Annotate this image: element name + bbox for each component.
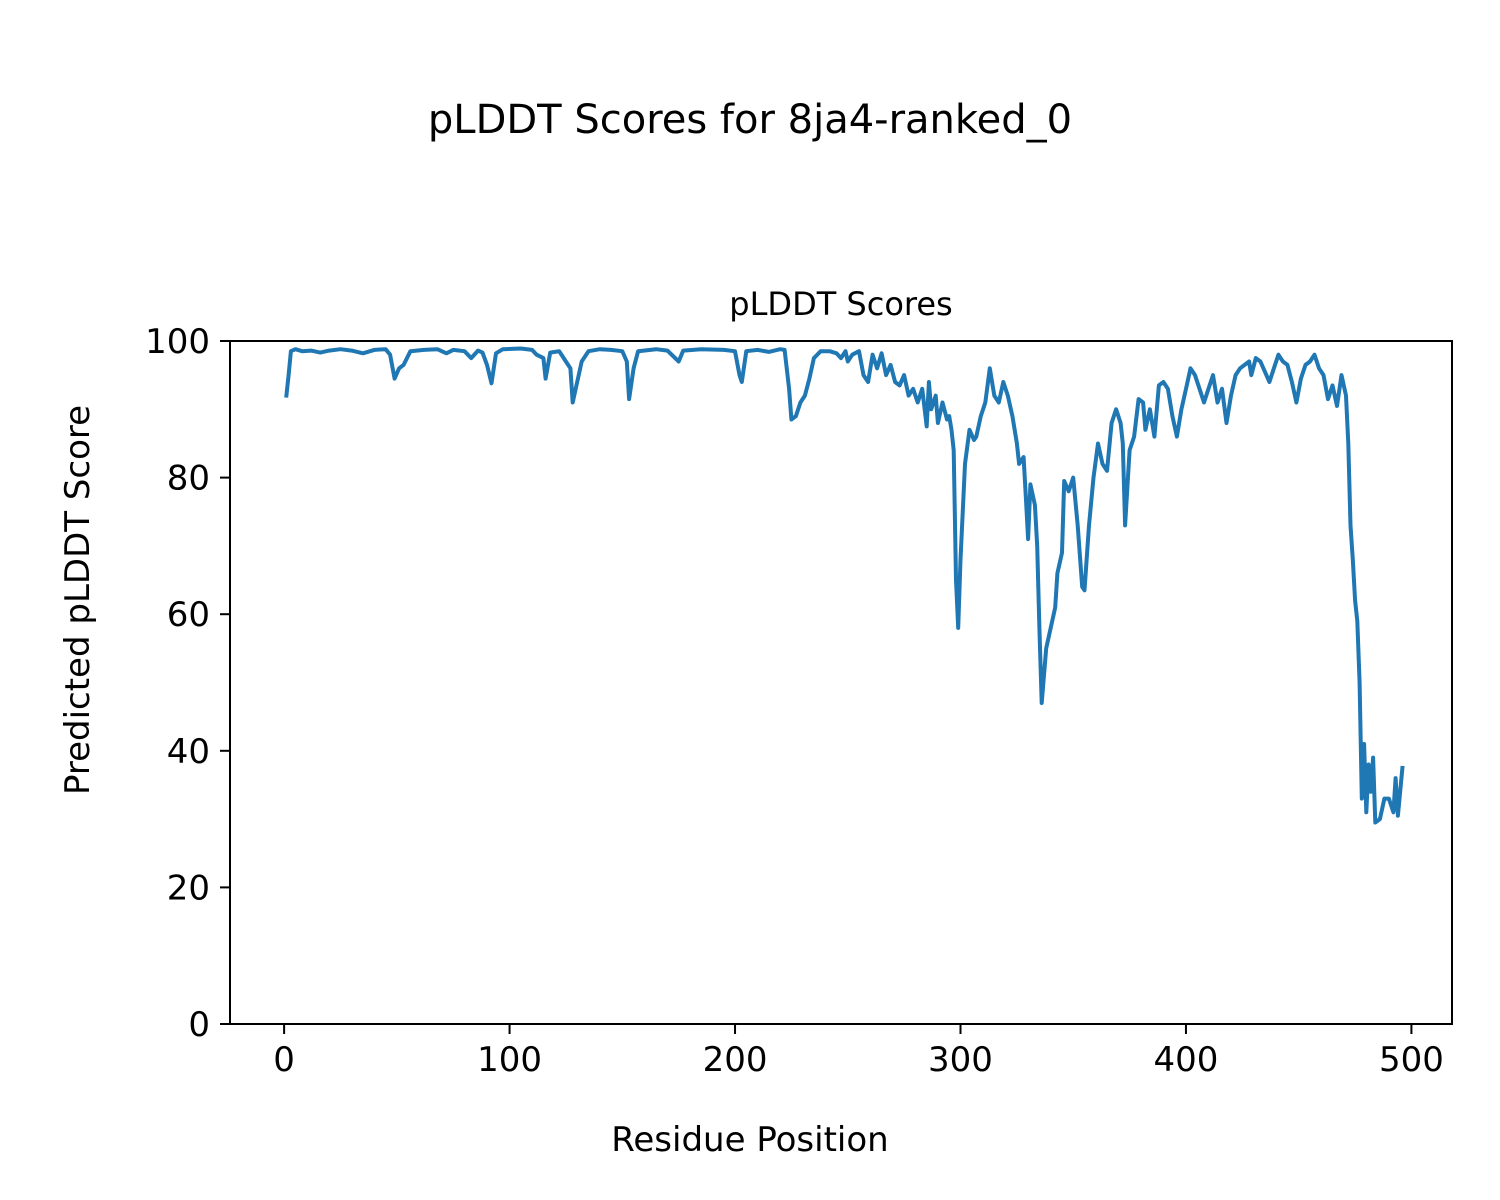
plot-frame	[229, 340, 1453, 1025]
y-tick-label: 0	[188, 1005, 210, 1045]
plddt-series-line	[284, 346, 1405, 825]
y-tick-label: 40	[167, 732, 210, 772]
x-tick-label: 400	[1154, 1040, 1219, 1080]
y-axis-label: Predicted pLDDT Score	[58, 405, 98, 795]
x-tick-label: 0	[273, 1040, 295, 1080]
y-tick-label: 80	[167, 459, 210, 499]
y-tick-label: 20	[167, 868, 210, 908]
x-tick-label: 200	[703, 1040, 768, 1080]
x-tick-label: 100	[477, 1040, 542, 1080]
y-tick-label: 100	[145, 322, 210, 362]
figure-suptitle: pLDDT Scores for 8ja4-ranked_0	[428, 97, 1072, 143]
x-tick-label: 500	[1379, 1040, 1444, 1080]
axis-ticks: 0 100 200 300 400 500 0 20 40 60 80 100	[145, 322, 1444, 1080]
axes-title: pLDDT Scores	[729, 285, 952, 323]
y-tick-label: 60	[167, 595, 210, 635]
x-axis-label: Residue Position	[611, 1120, 888, 1160]
x-tick-label: 300	[928, 1040, 993, 1080]
